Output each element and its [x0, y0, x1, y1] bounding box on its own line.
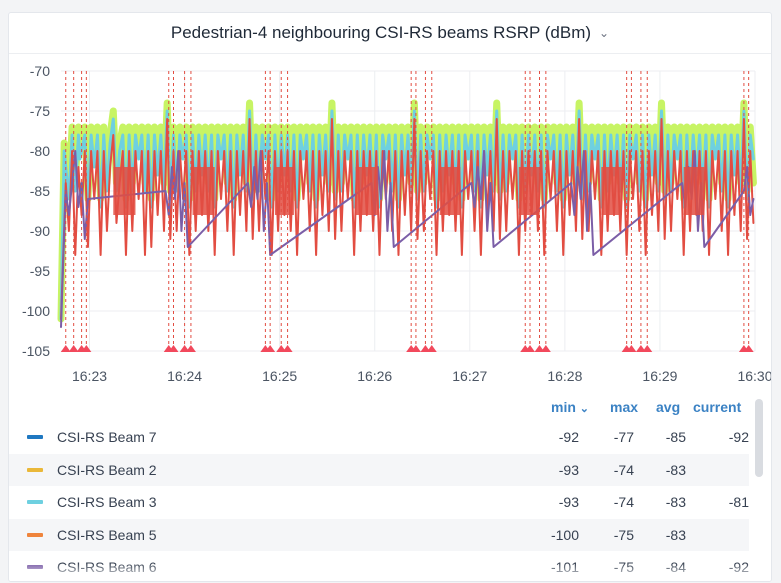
- series-max: -77: [613, 429, 634, 446]
- series-dense-block: [683, 167, 705, 215]
- chart-plot-area: -70 -75 -80 -85 -90 -95 -100 -105 16:23 16:24 16:2…: [22, 63, 771, 384]
- series-color-swatch[interactable]: [27, 435, 43, 439]
- event-marker-triangle: [276, 345, 287, 352]
- series-dense-block: [439, 167, 461, 215]
- series-color-swatch[interactable]: [27, 532, 43, 537]
- event-marker-triangle: [68, 345, 79, 352]
- series-min: -92: [558, 429, 579, 446]
- legend-row[interactable]: CSI-RS Beam 2 -93 -74 -83: [9, 453, 749, 486]
- x-tick-label: 16:27: [452, 368, 487, 384]
- series-color-swatch[interactable]: [27, 467, 43, 472]
- event-marker-triangle: [60, 345, 71, 352]
- event-marker-triangle: [265, 345, 276, 352]
- legend-row[interactable]: CSI-RS Beam 7 -92 -77 -85 -92: [9, 421, 749, 454]
- series-current: -81: [728, 494, 749, 511]
- event-marker-triangle: [179, 345, 190, 352]
- x-tick-label: 16:25: [262, 368, 297, 384]
- event-marker-triangle: [410, 345, 421, 352]
- event-marker-triangle: [282, 345, 293, 352]
- legend-scrollbar[interactable]: [755, 399, 763, 477]
- y-tick-label: -90: [30, 223, 50, 239]
- y-tick-label: -70: [30, 63, 50, 79]
- event-marker-triangle: [185, 345, 196, 352]
- x-tick-label: 16:30: [737, 368, 771, 384]
- series-avg: -83: [665, 494, 686, 511]
- series-min: -93: [558, 494, 579, 511]
- chevron-down-icon: ⌄: [579, 403, 589, 415]
- legend-row[interactable]: CSI-RS Beam 3 -93 -74 -83 -81: [9, 486, 749, 519]
- series-current: -92: [728, 429, 749, 446]
- legend-header-avg[interactable]: avg: [656, 399, 681, 415]
- series-min: -100: [550, 526, 579, 543]
- event-marker-triangle: [540, 345, 551, 352]
- y-tick-label: -80: [30, 143, 50, 159]
- series-max: -74: [613, 461, 634, 478]
- x-tick-label: 16:29: [642, 368, 677, 384]
- series-min: -93: [558, 461, 579, 478]
- series-line: [60, 118, 755, 320]
- series-name[interactable]: CSI-RS Beam 3: [57, 494, 157, 511]
- series-dense-block: [274, 167, 294, 215]
- series-max: -75: [613, 526, 634, 543]
- event-marker-triangle: [525, 345, 536, 352]
- y-tick-label: -95: [30, 263, 50, 279]
- legend-header: min ⌄ max avg current: [9, 399, 771, 421]
- legend-header-min[interactable]: min ⌄: [551, 399, 589, 415]
- panel-title[interactable]: Pedestrian-4 neighbouring CSI-RS beams R…: [170, 23, 592, 42]
- series-color-swatch[interactable]: [27, 500, 43, 504]
- y-tick-label: -100: [22, 303, 50, 319]
- series-name[interactable]: CSI-RS Beam 5: [57, 526, 157, 543]
- y-tick-label: -85: [30, 183, 50, 199]
- series-name[interactable]: CSI-RS Beam 2: [57, 461, 157, 478]
- legend-row[interactable]: CSI-RS Beam 5 -100 -75 -83: [9, 518, 749, 551]
- y-tick-label: -105: [22, 343, 50, 359]
- y-tick-label: -75: [30, 103, 50, 119]
- event-marker-triangle: [168, 345, 179, 352]
- series-dense-block: [518, 167, 540, 215]
- event-marker-triangle: [642, 345, 653, 352]
- legend-header-current[interactable]: current: [693, 399, 742, 415]
- series-max: -74: [613, 494, 634, 511]
- event-marker-triangle: [635, 345, 646, 352]
- panel-header[interactable]: Pedestrian-4 neighbouring CSI-RS beams R…: [9, 13, 771, 54]
- event-marker-triangle: [626, 345, 637, 352]
- x-tick-label: 16:26: [357, 368, 392, 384]
- series-avg: -85: [665, 429, 686, 446]
- series-avg: -83: [665, 461, 686, 478]
- legend-table: CSI-RS Beam 7 -92 -77 -85 -92 CSI-RS Bea…: [9, 421, 749, 581]
- event-marker-triangle: [743, 345, 754, 352]
- graph-panel: Pedestrian-4 neighbouring CSI-RS beams R…: [8, 12, 772, 582]
- x-tick-label: 16:28: [547, 368, 582, 384]
- x-tick-label: 16:23: [72, 368, 107, 384]
- series-dense-block: [192, 167, 215, 215]
- legend-fade: [9, 563, 771, 581]
- series-dense-block: [355, 167, 378, 215]
- series-name[interactable]: CSI-RS Beam 7: [57, 429, 157, 446]
- series-avg: -83: [665, 526, 686, 543]
- series-dense-block: [113, 167, 136, 215]
- x-tick-label: 16:24: [167, 368, 202, 384]
- series-dense-block: [601, 167, 622, 215]
- event-marker-triangle: [420, 345, 431, 352]
- legend-header-max[interactable]: max: [610, 399, 639, 415]
- chevron-down-icon[interactable]: ⌄: [599, 26, 610, 40]
- event-marker-triangle: [426, 345, 437, 352]
- event-marker-triangle: [534, 345, 545, 352]
- event-marker-triangle: [81, 345, 92, 352]
